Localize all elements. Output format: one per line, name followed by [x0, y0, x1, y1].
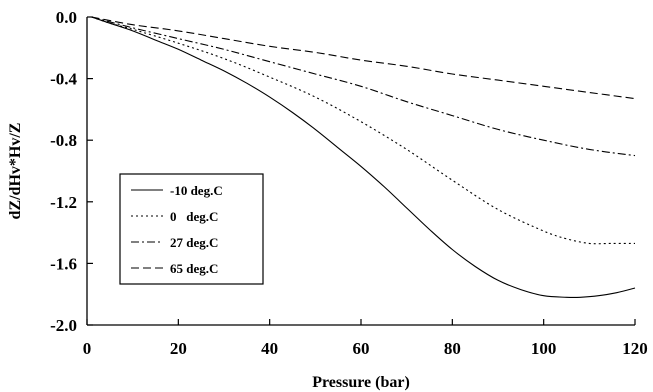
x-axis: 0 20 40 60 80 100 120: [83, 319, 648, 358]
series-line-2: [91, 16, 636, 157]
y-tick-label: -0.8: [50, 131, 77, 150]
legend-label: 27 deg.C: [170, 235, 218, 250]
legend: -10 deg.C 0 deg.C 27 deg.C 65 deg.C: [119, 173, 264, 285]
y-tick-label: -1.6: [50, 254, 77, 273]
y-axis: 0.0 -0.4 -0.8 -1.2 -1.6 -2.0: [50, 8, 93, 335]
y-axis-title: dZ/dHv*Hv/Z: [7, 123, 24, 220]
series-line-3: [91, 16, 636, 100]
series-line-1: [91, 16, 635, 245]
legend-box: [119, 173, 264, 285]
x-tick-label: 40: [261, 339, 278, 358]
series-lines: [91, 16, 636, 298]
x-tick-label: 0: [83, 339, 92, 358]
y-tick-label: -1.2: [50, 193, 77, 212]
y-tick-label: -2.0: [50, 316, 77, 335]
y-tick-label: 0.0: [56, 8, 77, 27]
series-line-0: [91, 16, 636, 298]
x-tick-label: 120: [622, 339, 648, 358]
x-tick-label: 100: [531, 339, 557, 358]
legend-label: 65 deg.C: [170, 261, 218, 276]
x-axis-title: Pressure (bar): [312, 374, 410, 391]
x-tick-label: 60: [353, 339, 370, 358]
y-tick-label: -0.4: [50, 70, 77, 89]
x-tick-label: 20: [170, 339, 187, 358]
legend-label: -10 deg.C: [170, 183, 223, 198]
legend-label: 0 deg.C: [170, 209, 218, 224]
x-tick-label: 80: [444, 339, 461, 358]
